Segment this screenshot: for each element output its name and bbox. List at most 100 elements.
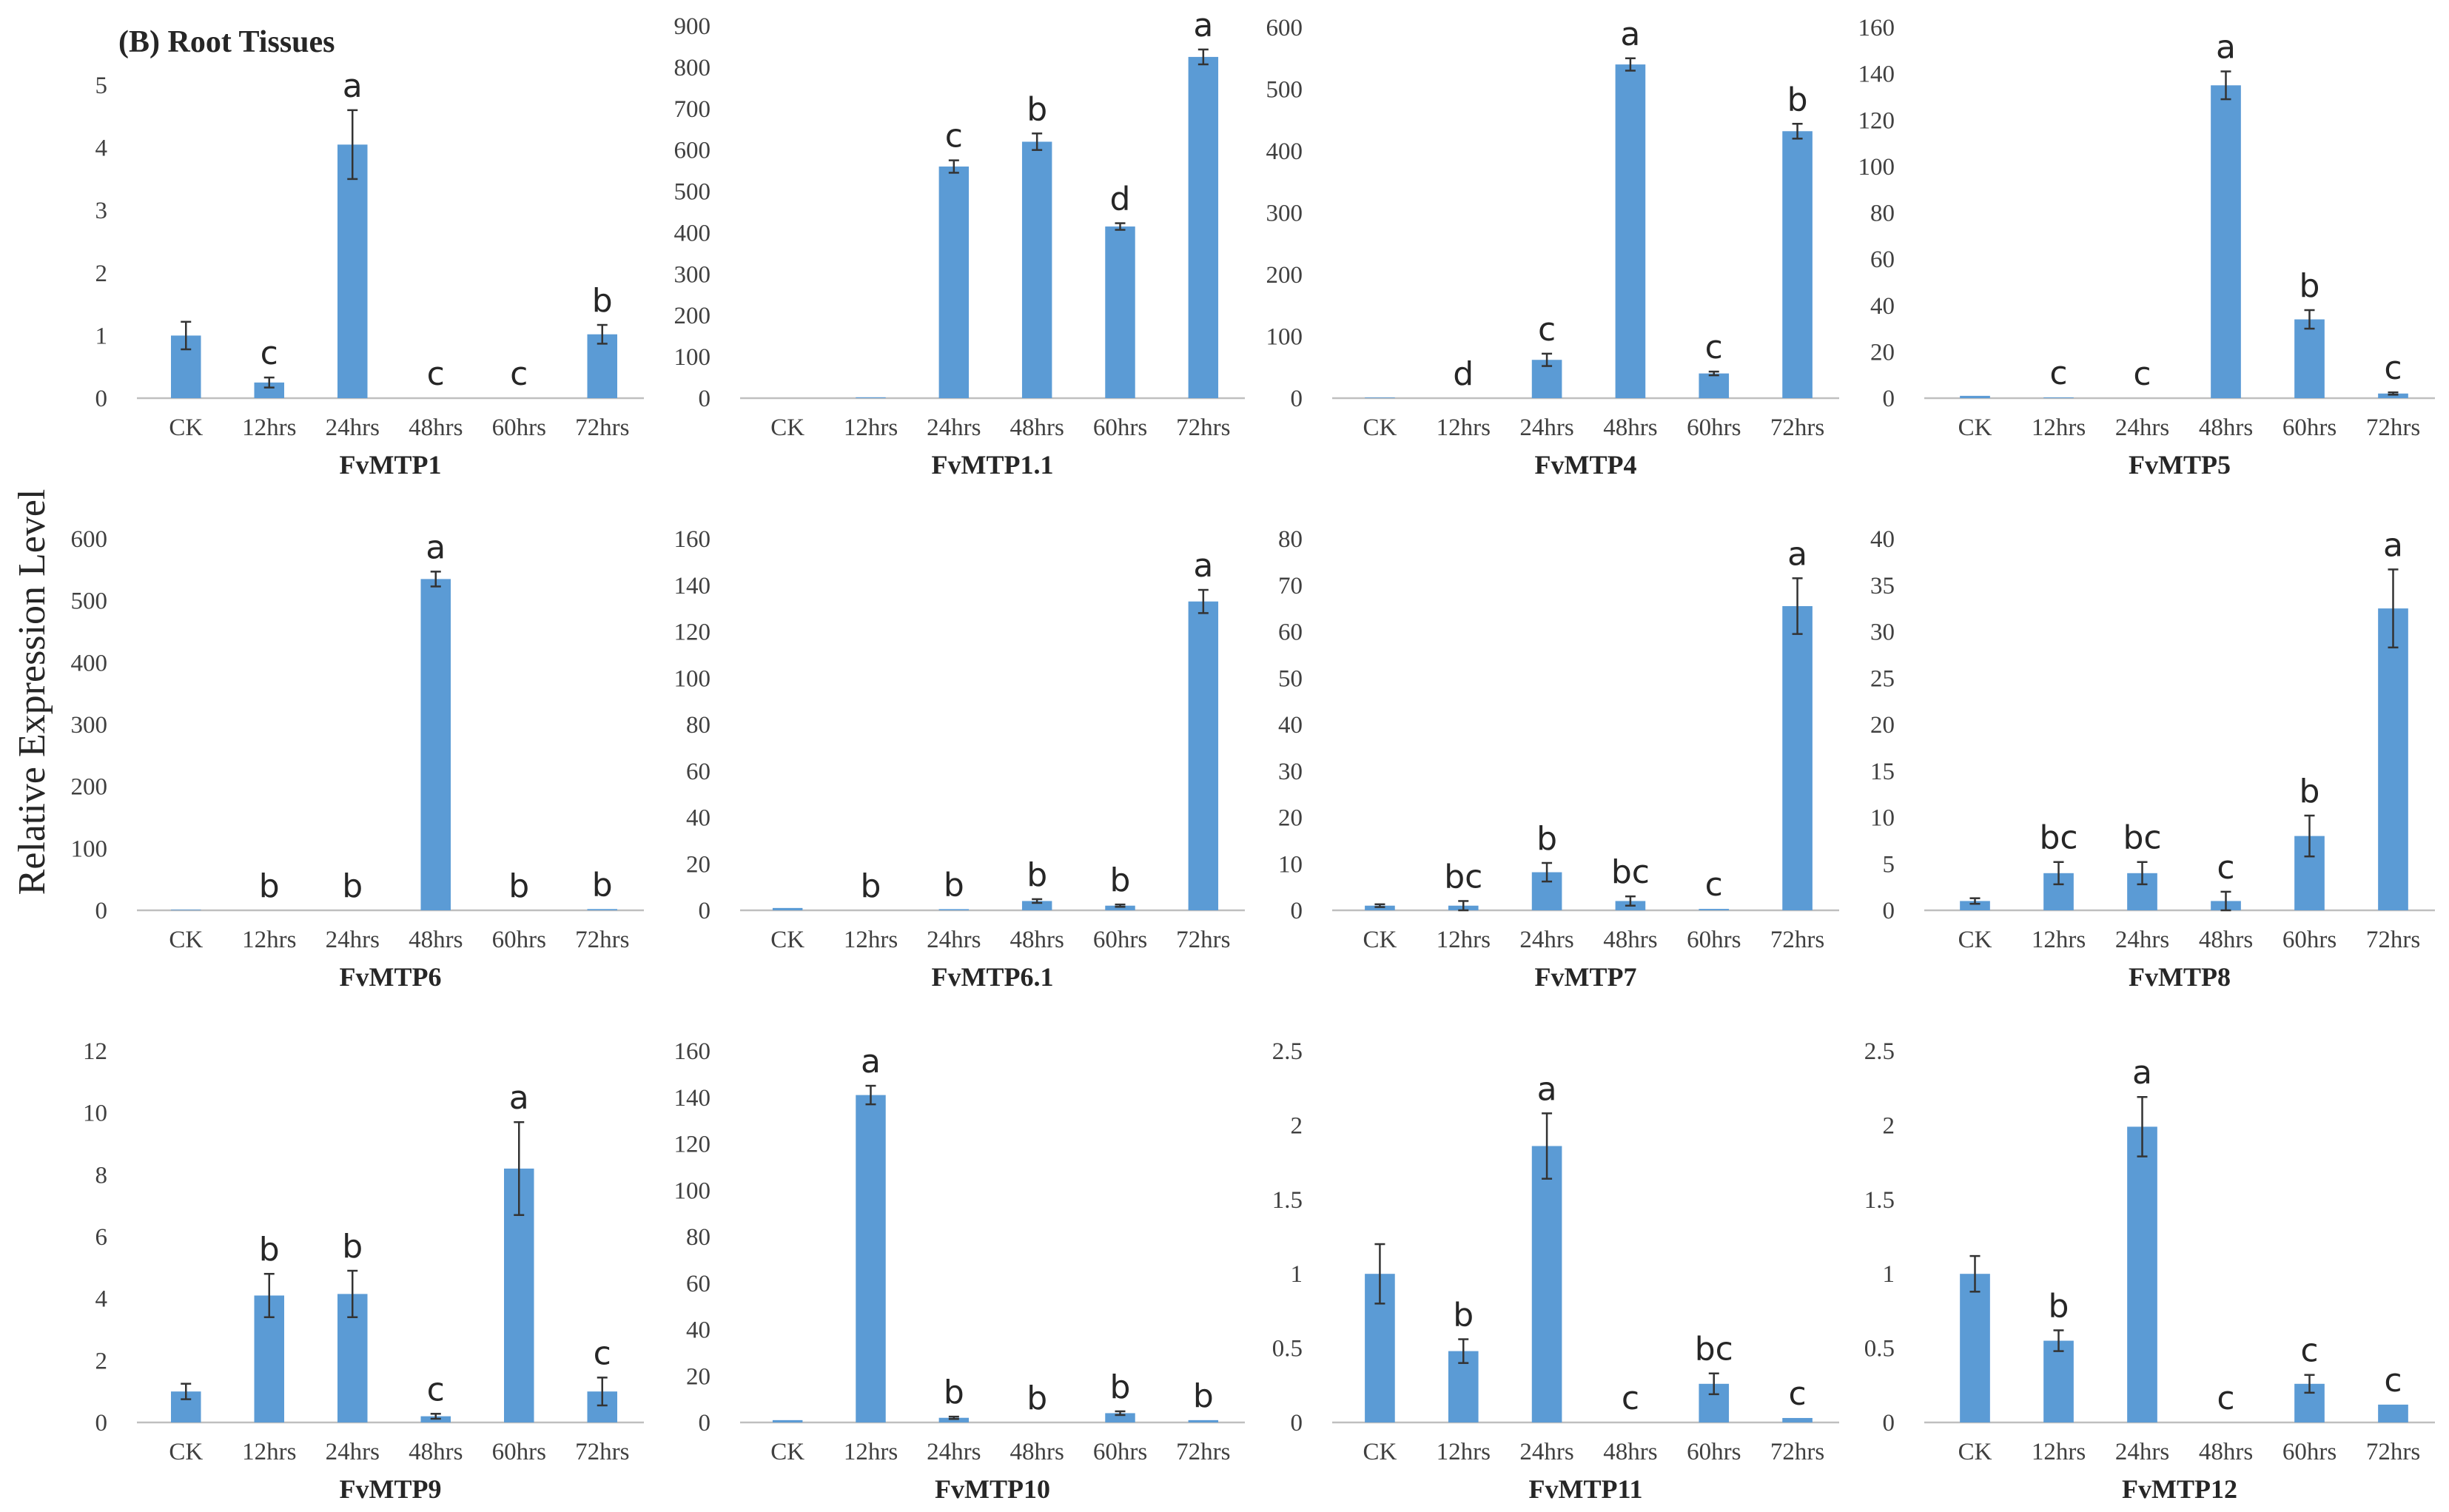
x-tick-label: 72hrs	[575, 1439, 629, 1465]
chart-panel: 0 5 10 15 20 25 30 35 40 CK 12hrs bc 24hrs bc 48hrs c 60…	[1870, 526, 2435, 992]
bar	[1615, 64, 1646, 398]
y-tick-label: 20	[1278, 805, 1303, 832]
y-tick-label: 0.5	[1272, 1336, 1303, 1363]
y-tick-label: 10	[1278, 851, 1303, 878]
y-tick-label: 40	[686, 805, 710, 832]
significance-label: b	[592, 282, 613, 320]
y-tick-label: 8	[95, 1162, 108, 1189]
x-tick-label: 12hrs	[1437, 414, 1491, 441]
x-tick-label: 48hrs	[2199, 414, 2253, 441]
y-tick-label: 120	[674, 619, 711, 646]
significance-label: c	[2049, 355, 2067, 392]
significance-label: c	[2384, 1362, 2402, 1400]
significance-label: a	[1537, 1070, 1557, 1108]
significance-label: bc	[1611, 853, 1650, 891]
y-tick-label: 1	[1883, 1261, 1895, 1288]
x-tick-label: CK	[1958, 1439, 1992, 1465]
panel-title: FvMTP9	[340, 1474, 442, 1504]
chart-panel: 0 20 40 60 80 100 120 140 160 CK 12hrs c 24hrs c 48hrs…	[1858, 15, 2435, 480]
bar	[2378, 608, 2408, 910]
y-tick-label: 60	[686, 1271, 710, 1297]
significance-label: c	[594, 1334, 611, 1372]
significance-label: c	[1622, 1380, 1639, 1417]
significance-label: b	[1193, 1377, 1214, 1415]
significance-label: a	[426, 528, 446, 566]
y-tick-label: 200	[71, 774, 108, 801]
x-tick-label: 12hrs	[2032, 1439, 2086, 1465]
y-tick-label: 15	[1870, 759, 1895, 785]
x-tick-label: 48hrs	[409, 414, 463, 441]
significance-label: b	[342, 867, 363, 905]
bar	[1782, 1417, 1813, 1422]
x-tick-label: CK	[169, 1439, 203, 1465]
x-tick-label: 12hrs	[844, 414, 898, 441]
y-tick-label: 800	[674, 55, 711, 81]
x-tick-label: 24hrs	[326, 927, 380, 953]
y-tick-label: 20	[686, 1363, 710, 1390]
y-tick-label: 40	[686, 1317, 710, 1344]
y-tick-label: 20	[1870, 712, 1895, 739]
y-tick-label: 0	[1291, 386, 1303, 412]
chart-panel: 0 2 4 6 8 10 12 CK 12hrs b 24hrs b 48hrs c 60hrs a 72hrs…	[83, 1038, 644, 1504]
significance-label: b	[259, 1231, 280, 1269]
x-tick-label: 72hrs	[2366, 414, 2420, 441]
x-tick-label: 48hrs	[409, 927, 463, 953]
y-tick-label: 300	[1266, 201, 1303, 227]
y-tick-label: 60	[686, 759, 710, 785]
y-tick-label: 0	[1291, 898, 1303, 924]
bar	[337, 144, 368, 398]
x-tick-label: 60hrs	[2282, 1439, 2337, 1465]
x-tick-label: 48hrs	[1603, 414, 1657, 441]
bar	[2043, 397, 2074, 398]
significance-label: b	[2049, 1288, 2069, 1325]
y-tick-label: 140	[1858, 61, 1895, 88]
chart-panel: 0 20 40 60 80 100 120 140 160 CK 12hrs b 24hrs b 48hrs…	[674, 526, 1245, 992]
x-tick-label: CK	[1958, 414, 1992, 441]
significance-label: c	[2300, 1332, 2318, 1370]
significance-label: bc	[1695, 1331, 1733, 1368]
significance-label: d	[1453, 355, 1474, 393]
chart-panel: 0 100 200 300 400 500 600 CK 12hrs b 24hrs b 48hrs a 6…	[71, 526, 644, 992]
significance-label: c	[945, 118, 963, 155]
significance-label: b	[1453, 1297, 1474, 1334]
significance-label: b	[1536, 820, 1557, 858]
significance-label: b	[1110, 1368, 1131, 1406]
bar	[1960, 1274, 1990, 1422]
bar	[1188, 1419, 1219, 1422]
x-tick-label: 72hrs	[2366, 1439, 2420, 1465]
significance-label: b	[1110, 861, 1131, 899]
y-tick-label: 200	[674, 303, 711, 329]
significance-label: c	[427, 355, 445, 393]
x-tick-label: CK	[1363, 414, 1397, 441]
x-tick-label: 48hrs	[1010, 414, 1064, 441]
x-tick-label: 24hrs	[927, 927, 981, 953]
y-axis-label: Relative Expression Level	[11, 489, 53, 896]
panel-title: FvMTP6	[340, 962, 442, 992]
y-tick-label: 80	[1278, 526, 1303, 553]
y-tick-label: 100	[674, 665, 711, 692]
panel-title: FvMTP11	[1529, 1474, 1643, 1504]
bar	[1105, 226, 1135, 398]
y-tick-label: 0	[699, 1410, 711, 1437]
x-tick-label: 24hrs	[2115, 414, 2169, 441]
y-tick-label: 0	[1291, 1410, 1303, 1437]
x-tick-label: 48hrs	[1603, 927, 1657, 953]
panel-title: FvMTP5	[2129, 450, 2231, 480]
bar	[1699, 373, 1730, 398]
bar	[2378, 1404, 2408, 1422]
bar	[420, 579, 451, 910]
y-tick-label: 0	[1883, 386, 1895, 412]
y-tick-label: 300	[71, 712, 108, 739]
x-tick-label: 12hrs	[242, 1439, 296, 1465]
bar	[1021, 141, 1052, 398]
significance-label: b	[508, 867, 529, 905]
y-tick-label: 600	[674, 138, 711, 164]
y-tick-label: 0	[1883, 898, 1895, 924]
bar	[1699, 909, 1730, 910]
panel-title: FvMTP1.1	[932, 450, 1054, 480]
x-tick-label: 12hrs	[2032, 414, 2086, 441]
x-tick-label: 48hrs	[409, 1439, 463, 1465]
y-tick-label: 80	[686, 712, 710, 739]
x-tick-label: 48hrs	[2199, 927, 2253, 953]
